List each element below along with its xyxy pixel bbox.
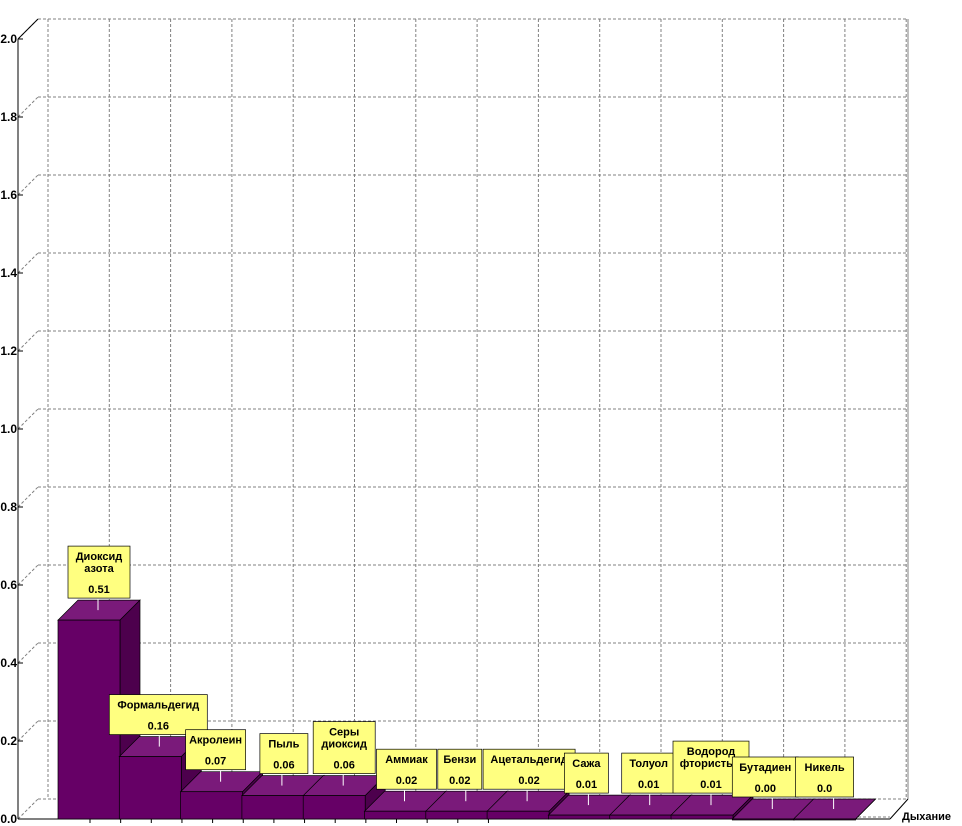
- bars-layer: [57, 599, 877, 821]
- callout-box: [482, 748, 576, 790]
- callout-box: [108, 694, 208, 735]
- grid-layer: [17, 18, 909, 820]
- callout-box: [376, 748, 437, 790]
- y-axis-top-edge: [17, 18, 39, 40]
- gridline-wall: [17, 486, 39, 508]
- x-axis-title: Дыхание: [902, 811, 951, 823]
- bar: [302, 795, 366, 820]
- callout-box: [621, 752, 677, 794]
- value-label: 0.01: [576, 779, 597, 791]
- category-label: Толуол: [629, 758, 668, 770]
- category-label: Диоксид: [76, 551, 123, 563]
- bar-side-face: [855, 798, 876, 820]
- bar: [425, 810, 489, 820]
- category-label: Бутадиен: [739, 762, 791, 774]
- bar: [548, 814, 611, 820]
- callout-box: [564, 752, 609, 794]
- category-label: Пыль: [268, 739, 299, 751]
- callout-box: [795, 756, 854, 798]
- gridline-wall: [17, 798, 39, 820]
- value-label: 0.02: [449, 775, 470, 787]
- gridline-wall: [17, 96, 39, 118]
- category-label: Бензи: [443, 754, 476, 766]
- value-label: 0.51: [88, 584, 109, 596]
- callout-box: [185, 729, 246, 771]
- bar: [731, 818, 795, 821]
- callout-box: [437, 748, 483, 790]
- gridline-wall: [17, 720, 39, 742]
- category-label: Водород: [687, 746, 736, 758]
- y-tick-label: 1.2: [0, 344, 17, 358]
- y-tick-label: 0.8: [0, 500, 17, 514]
- category-label: азота: [84, 563, 114, 575]
- gridline-wall: [17, 408, 39, 430]
- y-tick-label: 1.0: [0, 422, 17, 436]
- y-tick-label: 2.0: [0, 32, 17, 46]
- y-tick-label: 0.6: [0, 578, 17, 592]
- value-label: 0.02: [518, 775, 539, 787]
- x-axis-right-edge: [889, 798, 909, 820]
- category-label: Серы: [329, 727, 359, 739]
- bar: [486, 810, 550, 820]
- category-label: Ацетальдегид: [490, 754, 567, 766]
- category-label: Сажа: [572, 758, 601, 770]
- category-label: Аммиак: [385, 754, 428, 766]
- value-label: 0.16: [148, 721, 169, 733]
- bar: [180, 791, 243, 820]
- gridline-wall: [17, 330, 39, 352]
- bar: [793, 818, 856, 821]
- value-label: 0.06: [273, 760, 294, 772]
- y-tick-label: 1.6: [0, 188, 17, 202]
- value-label: 0.0: [817, 783, 832, 795]
- bar: [364, 810, 427, 820]
- callout-box: [731, 756, 799, 798]
- gridline-wall: [17, 252, 39, 274]
- bar: [241, 795, 305, 820]
- gridline-wall: [17, 174, 39, 196]
- y-tick-label: 0.4: [0, 656, 17, 670]
- category-label: Акролеин: [189, 735, 242, 747]
- bar: [670, 814, 734, 820]
- y-tick-label: 0.0: [0, 812, 17, 826]
- value-label: 0.00: [755, 783, 776, 795]
- value-label: 0.01: [638, 779, 659, 791]
- category-label: фтористый: [680, 758, 743, 770]
- value-label: 0.07: [205, 756, 226, 768]
- y-tick-label: 1.4: [0, 266, 17, 280]
- callout-box: [259, 733, 309, 774]
- category-label: Формальдегид: [117, 700, 199, 712]
- gridline-wall: [17, 564, 39, 586]
- bar: [118, 756, 182, 820]
- y-tick-label: 1.8: [0, 110, 17, 124]
- value-label: 0.06: [333, 760, 354, 772]
- value-label: 0.02: [396, 775, 417, 787]
- callout-box: [312, 721, 376, 774]
- gridline-wall: [17, 642, 39, 664]
- value-label: 0.01: [700, 779, 721, 791]
- y-tick-label: 0.2: [0, 734, 17, 748]
- bar: [609, 814, 673, 820]
- category-label: диоксид: [321, 739, 367, 751]
- callout-box: [67, 545, 131, 599]
- category-label: Никель: [805, 762, 845, 774]
